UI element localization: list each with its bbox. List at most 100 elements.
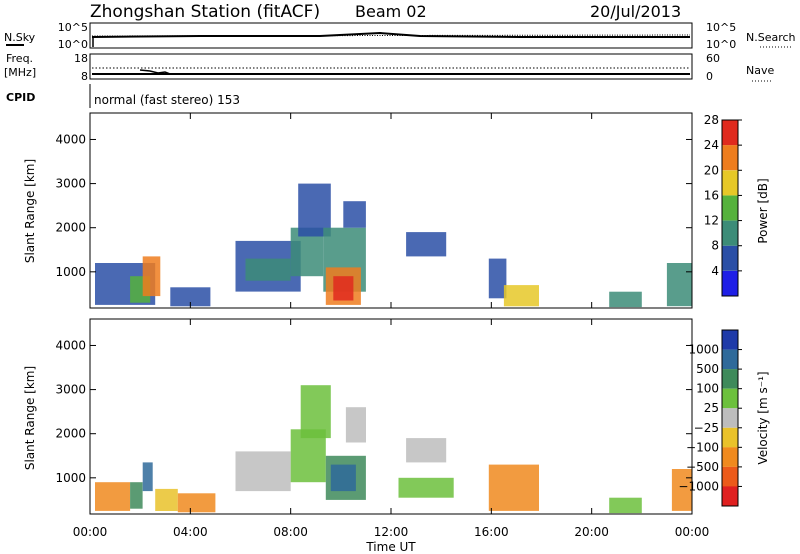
- velocity-colorbar-swatch: [722, 388, 738, 409]
- power-ytick-label: 4000: [55, 132, 86, 146]
- freq-label: Freq.: [6, 52, 33, 65]
- freq-tick-bottom: 8: [81, 70, 88, 83]
- velocity-colorbar-tick: −1000: [678, 479, 719, 493]
- power-colorbar-tick: 16: [704, 188, 719, 202]
- cpid-panel: CPID normal (fast stereo) 153: [6, 84, 240, 108]
- velocity-xtick-label: 04:00: [173, 525, 208, 539]
- nave-label: Nave: [746, 64, 774, 77]
- noise-left-tick-bottom: 10^0: [58, 38, 88, 51]
- cpid-text: normal (fast stereo) 153: [94, 93, 240, 107]
- power-cell: [343, 201, 366, 228]
- power-colorbar-swatch: [722, 120, 738, 146]
- power-colorbar-tick: 8: [711, 239, 719, 253]
- power-colorbar-tick: 20: [704, 163, 719, 177]
- time-axis-label: Time UT: [365, 540, 416, 554]
- power-colorbar-label: Power [dB]: [756, 178, 770, 243]
- noise-right-tick-top: 10^5: [706, 21, 736, 34]
- velocity-colorbar-swatch: [722, 349, 738, 370]
- velocity-colorbar-swatch: [722, 447, 738, 467]
- power-colorbar-swatch: [722, 220, 738, 246]
- velocity-cell: [671, 469, 692, 511]
- power-colorbar-swatch: [722, 270, 738, 296]
- velocity-cell: [235, 451, 291, 492]
- velocity-xtick-label: 00:00: [675, 525, 710, 539]
- velocity-xtick-label: 16:00: [474, 525, 509, 539]
- velocity-colorbar-tick: 100: [696, 382, 719, 396]
- velocity-ylabel: Slant Range [km]: [23, 366, 37, 470]
- velocity-cell: [95, 482, 131, 511]
- freq-panel: Freq. [MHz] 18 8 60 0 Nave: [4, 52, 774, 83]
- velocity-colorbar: Velocity [m s⁻¹] 1000 500 100 25 −25 −100 −500…: [678, 329, 770, 507]
- velocity-colorbar-tick: −500: [686, 460, 719, 474]
- power-colorbar-tick: 28: [704, 113, 719, 127]
- power-colorbar-swatch: [722, 245, 738, 271]
- velocity-cell: [345, 407, 366, 443]
- velocity-cell: [488, 464, 539, 511]
- velocity-ytick-label: 3000: [55, 383, 86, 397]
- velocity-cell: [398, 477, 454, 498]
- velocity-cell: [330, 464, 356, 492]
- power-colorbar-tick: 12: [704, 214, 719, 228]
- power-colorbar-tick: 4: [711, 264, 719, 278]
- power-cell: [503, 285, 539, 307]
- velocity-xtick-label: 08:00: [273, 525, 308, 539]
- velocity-colorbar-label: Velocity [m s⁻¹]: [756, 371, 770, 464]
- power-colorbar-swatch: [722, 170, 738, 196]
- power-cell: [142, 256, 161, 297]
- velocity-colorbar-tick: 1000: [688, 343, 719, 357]
- velocity-ytick-label: 4000: [55, 338, 86, 352]
- velocity-colorbar-tick: −100: [686, 440, 719, 454]
- freq-tick-top: 18: [74, 52, 88, 65]
- power-colorbar-tick: 24: [704, 138, 719, 152]
- velocity-xtick-label: 12:00: [374, 525, 409, 539]
- power-cell: [609, 291, 642, 308]
- power-cell: [245, 258, 291, 281]
- velocity-colorbar-swatch: [722, 369, 738, 389]
- velocity-colorbar-swatch: [722, 330, 738, 350]
- velocity-cell: [609, 497, 642, 514]
- velocity-cell: [177, 493, 216, 513]
- freq-unit-label: [MHz]: [4, 66, 36, 79]
- velocity-cell: [290, 429, 326, 483]
- power-colorbar-swatch: [722, 195, 738, 221]
- velocity-colorbar-swatch: [722, 486, 738, 506]
- cpid-label: CPID: [6, 91, 35, 104]
- power-ylabel: Slant Range [km]: [23, 159, 37, 263]
- velocity-cell: [130, 482, 143, 509]
- power-ytick-label: 3000: [55, 177, 86, 191]
- noise-search-label: N.Search: [746, 31, 796, 44]
- velocity-colorbar-tick: −25: [694, 421, 719, 435]
- velocity-cell: [142, 462, 153, 492]
- nave-tick-bottom: 0: [706, 70, 713, 83]
- power-colorbar-swatch: [722, 145, 738, 171]
- power-cell: [488, 258, 507, 299]
- noise-left-tick-top: 10^5: [58, 21, 88, 34]
- velocity-ytick-label: 1000: [55, 471, 86, 485]
- power-ytick-label: 1000: [55, 265, 86, 279]
- power-cell: [333, 276, 354, 301]
- noise-panel: N.Sky 10^5 10^0 10^5 10^0 N.Search: [4, 21, 796, 51]
- velocity-colorbar-swatch: [722, 466, 738, 487]
- velocity-colorbar-swatch: [722, 408, 738, 428]
- power-cell: [406, 232, 447, 257]
- velocity-xtick-label: 20:00: [574, 525, 609, 539]
- velocity-heatmap: 1000 2000 3000 4000 00:00 04:00 08:00 12:00 16:…: [23, 318, 710, 554]
- station-title: Zhongshan Station (fitACF): [90, 2, 320, 22]
- velocity-cell: [406, 438, 447, 463]
- noise-sky-label: N.Sky: [4, 31, 36, 44]
- power-cell: [666, 263, 692, 307]
- beam-label: Beam 02: [355, 2, 427, 21]
- power-colorbar: Power [dB] 4 8 12 16 20 24 28: [704, 113, 770, 297]
- nave-tick-top: 60: [706, 52, 720, 65]
- power-cell: [298, 183, 331, 237]
- power-ytick-label: 2000: [55, 221, 86, 235]
- date-label: 20/Jul/2013: [590, 2, 681, 21]
- velocity-colorbar-tick: 500: [696, 362, 719, 376]
- power-cell: [170, 287, 211, 307]
- velocity-xtick-label: 00:00: [73, 525, 108, 539]
- power-heatmap: 1000 2000 3000 4000 Slant Range [km]: [23, 112, 693, 309]
- velocity-ytick-label: 2000: [55, 427, 86, 441]
- velocity-colorbar-swatch: [722, 427, 738, 448]
- noise-right-tick-bottom: 10^0: [706, 38, 736, 51]
